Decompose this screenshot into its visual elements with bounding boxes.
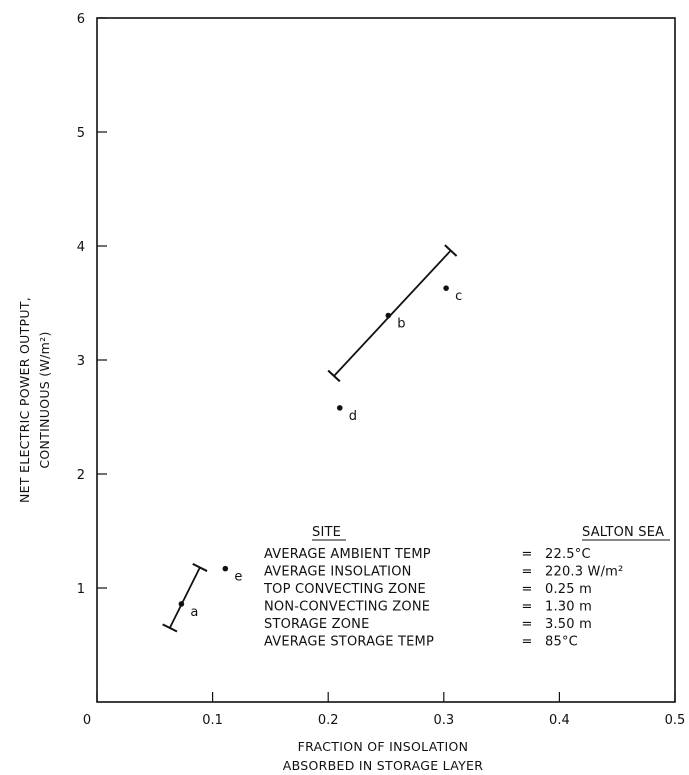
range-bars — [162, 244, 458, 633]
legend-row-label: AVERAGE AMBIENT TEMP — [264, 547, 431, 562]
point-label-c: c — [455, 289, 462, 304]
legend-row-equals: = — [521, 635, 532, 650]
legend-row-value: 85°C — [545, 635, 578, 650]
point-e — [222, 565, 229, 572]
y-axis-title-line-2: CONTINUOUS (W/m²) — [37, 331, 52, 468]
legend-row-label: AVERAGE INSOLATION — [264, 565, 412, 580]
legend-row: STORAGE ZONE = 3.50 m — [264, 617, 592, 632]
legend-row-label: STORAGE ZONE — [264, 617, 370, 632]
point-d — [336, 405, 343, 411]
y-axis-title-line-1: NET ELECTRIC POWER OUTPUT, — [17, 297, 32, 503]
x-axis-title-line-1: FRACTION OF INSOLATION — [298, 739, 469, 754]
range-cap-start — [327, 369, 341, 383]
range-bar-1 — [327, 244, 458, 383]
legend-row-equals: = — [521, 582, 532, 597]
point-a — [178, 601, 185, 607]
legend-row: NON-CONVECTING ZONE = 1.30 m — [264, 600, 592, 615]
legend-row: AVERAGE INSOLATION = 220.3 W/m² — [264, 565, 623, 580]
legend-header-salton-sea: SALTON SEA — [582, 525, 664, 540]
legend-row-equals: = — [521, 617, 532, 632]
range-bar-0 — [162, 563, 208, 633]
x-tick-label: 0.2 — [318, 713, 339, 728]
legend-row: TOP CONVECTING ZONE = 0.25 m — [263, 582, 592, 597]
legend-row-equals: = — [521, 547, 532, 562]
point-label-d: d — [349, 409, 357, 424]
range-line — [333, 249, 452, 377]
y-tick-label: 3 — [77, 354, 85, 369]
legend-row-value: 1.30 m — [545, 600, 592, 615]
y-tick-label: 1 — [77, 582, 85, 597]
tick-labels: 0 0.1 0.2 0.3 0.4 0.5 1 2 3 4 5 6 — [77, 12, 686, 728]
legend-row-value: 220.3 W/m² — [545, 565, 623, 580]
legend-row-equals: = — [521, 600, 532, 615]
x-axis-title-line-2: ABSORBED IN STORAGE LAYER — [283, 758, 483, 773]
legend-row: AVERAGE AMBIENT TEMP = 22.5°C — [264, 547, 591, 562]
ticks — [96, 17, 676, 702]
legend-row-value: 22.5°C — [545, 547, 591, 562]
legend-rows: AVERAGE AMBIENT TEMP = 22.5°C AVERAGE INSOL… — [263, 547, 623, 650]
point-b — [385, 312, 392, 319]
y-tick-label: 4 — [77, 240, 85, 255]
legend: SITE SALTON SEA AVERAGE AMBIENT TEMP = 22.… — [263, 525, 670, 650]
x-tick-label: 0 — [83, 713, 91, 728]
legend-row-label: NON-CONVECTING ZONE — [264, 600, 430, 615]
y-tick-label: 6 — [77, 12, 85, 27]
y-tick-label: 5 — [77, 126, 85, 141]
range-cap-end — [192, 563, 208, 572]
point-label-b: b — [397, 317, 405, 332]
legend-row-value: 3.50 m — [545, 617, 592, 632]
y-tick-label: 2 — [77, 468, 85, 483]
data-points: a b c d e — [178, 285, 462, 620]
range-line — [169, 567, 201, 629]
legend-row: AVERAGE STORAGE TEMP = 85°C — [264, 635, 578, 650]
legend-row-label: AVERAGE STORAGE TEMP — [264, 635, 434, 650]
range-cap-start — [162, 623, 178, 633]
x-tick-label: 0.1 — [202, 713, 223, 728]
x-tick-label: 0.3 — [433, 713, 454, 728]
legend-row-label: TOP CONVECTING ZONE — [263, 582, 426, 597]
point-label-e: e — [234, 570, 242, 585]
x-tick-label: 0.4 — [549, 713, 570, 728]
point-label-a: a — [190, 605, 198, 620]
legend-header-site: SITE — [312, 525, 341, 540]
legend-row-value: 0.25 m — [545, 582, 592, 597]
range-cap-end — [444, 244, 458, 257]
legend-row-equals: = — [521, 565, 532, 580]
x-tick-label: 0.5 — [665, 713, 686, 728]
point-c — [443, 285, 449, 291]
